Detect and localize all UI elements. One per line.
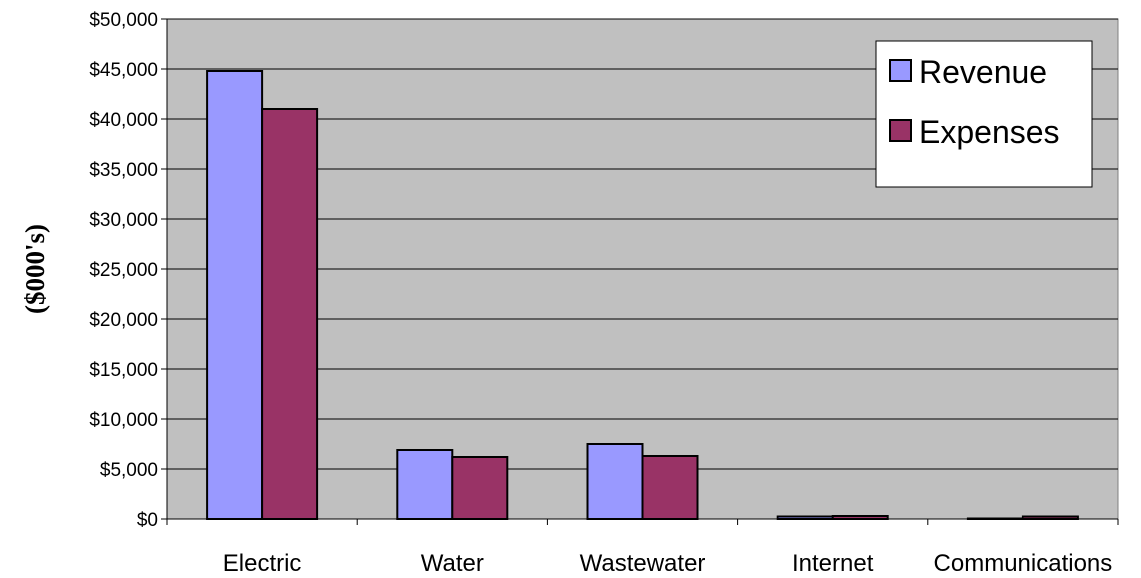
y-tick-label: $25,000 [89, 260, 158, 281]
y-tick-label: $50,000 [89, 10, 158, 31]
y-tick-label: $30,000 [89, 210, 158, 231]
y-tick-label: $0 [137, 510, 158, 531]
y-tick-label: $15,000 [89, 360, 158, 381]
legend: Revenue Expenses [875, 40, 1093, 188]
legend-label-expenses: Expenses [919, 114, 1060, 150]
y-tick-label: $40,000 [89, 110, 158, 131]
y-axis-label: ($000's) [20, 224, 50, 314]
x-axis-categories: Electric Water Wastewater Internet Communica… [166, 519, 1119, 577]
bar-expenses-electric [261, 108, 319, 520]
x-category-label: Internet [792, 550, 874, 577]
axes [166, 19, 1118, 520]
bar-expenses-water [451, 456, 509, 520]
y-tick-label: $20,000 [89, 310, 158, 331]
x-category-label: Water [421, 550, 484, 577]
y-tick-label: $35,000 [89, 160, 158, 181]
legend-label-revenue: Revenue [919, 54, 1047, 90]
legend-swatch-expenses [889, 119, 912, 142]
y-axis-ticks: $0 $5,000 $10,000 $15,000 $20,000 $25,000 $30,… [89, 10, 167, 531]
legend-swatch-revenue [889, 59, 912, 82]
y-tick-label: $5,000 [100, 460, 158, 481]
bars [206, 70, 1079, 520]
bar-revenue-electric [206, 70, 264, 520]
bar-revenue-water [396, 449, 454, 520]
bar-expenses-wastewater [641, 455, 699, 520]
x-category-label: Electric [223, 550, 302, 577]
bar-revenue-wastewater [586, 443, 644, 520]
x-category-label: Wastewater [580, 550, 706, 577]
x-category-label: Communications [934, 550, 1113, 577]
y-tick-label: $45,000 [89, 60, 158, 81]
y-tick-label: $10,000 [89, 410, 158, 431]
